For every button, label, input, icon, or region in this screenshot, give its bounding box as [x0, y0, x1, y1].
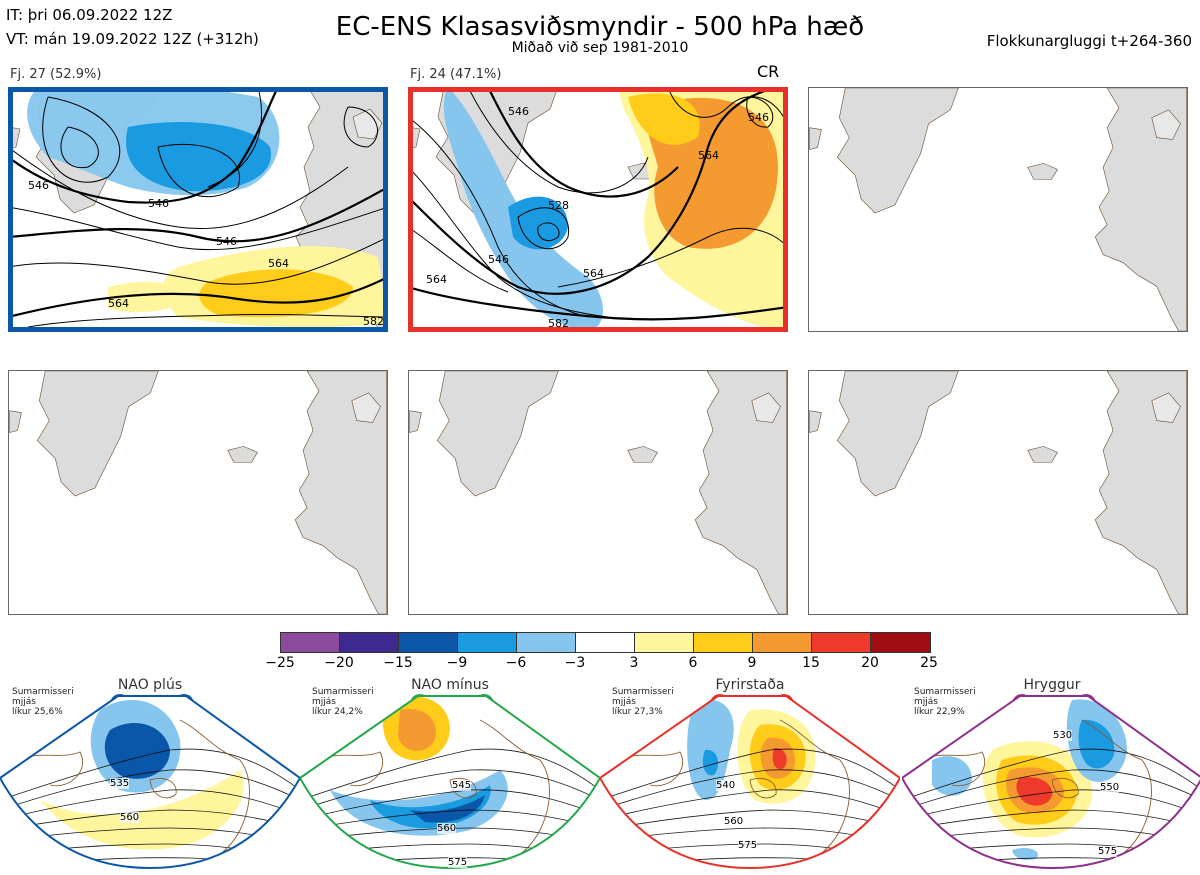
regime-title: NAO mínus: [411, 677, 489, 693]
colorbar-swatch: [281, 633, 340, 652]
regime-contour-label: 560: [437, 823, 457, 834]
colorbar-tick-label: 15: [802, 655, 820, 671]
regime-contour-label: 530: [1053, 730, 1073, 741]
colorbar-swatch: [694, 633, 753, 652]
cluster1-contour: 582: [363, 315, 383, 327]
cluster2-tag: CR: [757, 62, 780, 81]
colorbar-tick-label: −20: [324, 655, 354, 671]
cluster2-contour: 546: [748, 111, 769, 124]
cluster1-contour: 546: [148, 197, 169, 210]
regime-contour-label: 540: [716, 780, 736, 791]
colorbar-swatch: [399, 633, 458, 652]
colorbar-swatch: [576, 633, 635, 652]
colorbar-tick-label: −6: [505, 655, 527, 671]
colorbar-tick-label: 20: [861, 655, 879, 671]
regime-info: Sumarmisseri mjjás líkur 22,9%: [914, 687, 976, 717]
regime-info-line: Sumarmisseri: [612, 687, 674, 697]
cluster1-label: Fj. 27 (52.9%): [10, 67, 102, 82]
regime-info-line: mjjás: [612, 697, 636, 707]
regime-contour-label: 560: [120, 812, 140, 823]
cluster2-contour: 564: [426, 273, 447, 286]
colorbar-tick-label: 25: [920, 655, 938, 671]
cluster2-contour: 546: [508, 105, 529, 118]
cluster2-contour: 546: [488, 253, 509, 266]
regime-title: Hryggur: [1023, 677, 1081, 693]
colorbar-swatch: [753, 633, 812, 652]
colorbar-tick-label: 3: [629, 655, 639, 671]
regime-info-line: líkur 24,2%: [312, 707, 363, 717]
init-time: IT: þri 06.09.2022 12Z: [6, 6, 173, 24]
cluster1-map[interactable]: 546 546 564 546 564 582: [8, 87, 388, 332]
colorbar-swatch: [871, 633, 930, 652]
regime-title: NAO plús: [117, 677, 183, 693]
cluster3-map[interactable]: [808, 87, 1188, 332]
colorbar-tick-label: −3: [564, 655, 586, 671]
classification-window: Flokkunargluggi t+264-360: [986, 32, 1192, 50]
regime-info-line: líkur 27,3%: [612, 707, 663, 717]
colorbar-tick-label: −9: [446, 655, 468, 671]
colorbar-swatch: [812, 633, 871, 652]
regime-map[interactable]: [900, 690, 1200, 875]
colorbar-swatch: [517, 633, 576, 652]
regime-info-line: líkur 25,6%: [12, 707, 63, 717]
page-title: EC-ENS Klasasviðsmyndir - 500 hPa hæð: [335, 12, 865, 42]
regime-info: Sumarmisseri mjjás líkur 27,3%: [612, 687, 674, 717]
regime-contour-label: 550: [1100, 782, 1120, 793]
cluster6-map[interactable]: [808, 370, 1188, 615]
regime-info: Sumarmisseri mjjás líkur 25,6%: [12, 687, 74, 717]
colorbar-tick-label: −25: [265, 655, 295, 671]
regime-map[interactable]: [598, 690, 902, 875]
regime-contour-label: 560: [724, 816, 744, 827]
valid-time: VT: mán 19.09.2022 12Z (+312h): [6, 30, 259, 48]
cluster1-contour: 546: [216, 235, 237, 248]
colorbar-tick-label: 6: [688, 655, 698, 671]
cluster2-map[interactable]: 564 546 528 564 546 564 582 546: [408, 87, 788, 332]
cluster2-contour: 582: [548, 317, 569, 327]
regime-info-line: mjjás: [12, 697, 36, 707]
cluster2-label: Fj. 24 (47.1%): [410, 67, 502, 82]
cluster1-contour: 564: [268, 257, 289, 270]
regime-map[interactable]: [298, 690, 602, 875]
regime-info-line: líkur 22,9%: [914, 707, 965, 717]
colorbar-swatch: [340, 633, 399, 652]
colorbar-swatch: [635, 633, 694, 652]
regime-info-line: Sumarmisseri: [312, 687, 374, 697]
regime-contour-label: 575: [448, 857, 468, 868]
regime-contour-label: 575: [738, 840, 758, 851]
page-subtitle: Miðað við sep 1981-2010: [511, 40, 689, 56]
regime-info-line: mjjás: [914, 697, 938, 707]
colorbar-tick-label: 9: [747, 655, 757, 671]
regime-contour-label: 545: [452, 780, 472, 791]
regime-contour-label: 535: [110, 778, 130, 789]
regime-info: Sumarmisseri mjjás líkur 24,2%: [312, 687, 374, 717]
regime-info-line: Sumarmisseri: [914, 687, 976, 697]
cluster2-contour: 564: [698, 149, 719, 162]
cluster2-contour: 564: [583, 267, 604, 280]
colorbar: [280, 632, 931, 653]
cluster1-contour: 564: [108, 297, 129, 310]
regime-info-line: mjjás: [312, 697, 336, 707]
cluster5-map[interactable]: [408, 370, 788, 615]
colorbar-tick-label: −15: [383, 655, 413, 671]
cluster4-map[interactable]: [8, 370, 388, 615]
regime-title: Fyrirstaða: [715, 677, 785, 693]
regime-info-line: Sumarmisseri: [12, 687, 74, 697]
colorbar-swatch: [458, 633, 517, 652]
regime-contour-label: 575: [1098, 846, 1118, 857]
cluster1-contour: 546: [28, 179, 49, 192]
regime-map[interactable]: [0, 690, 302, 875]
cluster2-contour: 528: [548, 199, 569, 212]
